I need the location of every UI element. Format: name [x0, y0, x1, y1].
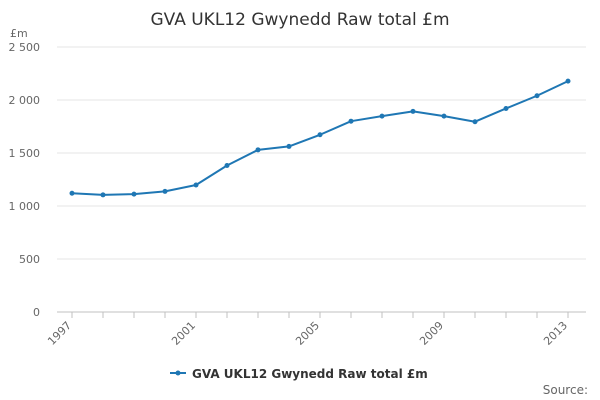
y-tick-label: 0 [33, 306, 40, 319]
grid [57, 46, 586, 260]
y-axis-ticks: 0 500 1 000 1 500 2 000 2 500 [9, 41, 41, 319]
data-point [255, 147, 261, 153]
data-point [379, 113, 385, 119]
data-point [348, 118, 354, 124]
x-tick-label: 2005 [293, 319, 322, 348]
data-point [410, 108, 416, 114]
legend-dot-marker [175, 370, 181, 376]
data-point [100, 192, 106, 198]
y-tick-label: 2 000 [9, 94, 41, 107]
y-tick-label: 2 500 [9, 41, 41, 54]
data-point [193, 182, 199, 188]
data-point [224, 163, 230, 169]
x-tick-label: 2009 [417, 319, 446, 348]
data-point [286, 143, 292, 149]
x-tick-label: 1997 [45, 319, 74, 348]
data-point [534, 93, 540, 99]
data-point [503, 105, 509, 111]
legend-label: GVA UKL12 Gwynedd Raw total £m [192, 367, 428, 381]
data-point [69, 190, 75, 196]
data-point [162, 188, 168, 194]
y-tick-label: 1 500 [9, 147, 41, 160]
series-group [69, 78, 571, 198]
chart-title: GVA UKL12 Gwynedd Raw total £m [150, 10, 449, 30]
series-line [71, 80, 569, 196]
legend[interactable]: GVA UKL12 Gwynedd Raw total £m [170, 367, 428, 381]
data-point [565, 78, 571, 84]
x-axis [57, 311, 586, 318]
x-tick-label: 2013 [541, 319, 570, 348]
data-point [472, 119, 478, 125]
y-tick-label: 500 [19, 253, 40, 266]
y-tick-label: 1 000 [9, 200, 41, 213]
source-label[interactable]: Source: [543, 383, 588, 397]
y-axis-unit: £m [10, 27, 28, 40]
x-axis-ticks: 1997 2001 2005 2009 2013 [45, 319, 570, 348]
data-point [441, 113, 447, 119]
data-point [131, 191, 137, 197]
x-tick-label: 2001 [169, 319, 198, 348]
data-point [317, 132, 323, 138]
